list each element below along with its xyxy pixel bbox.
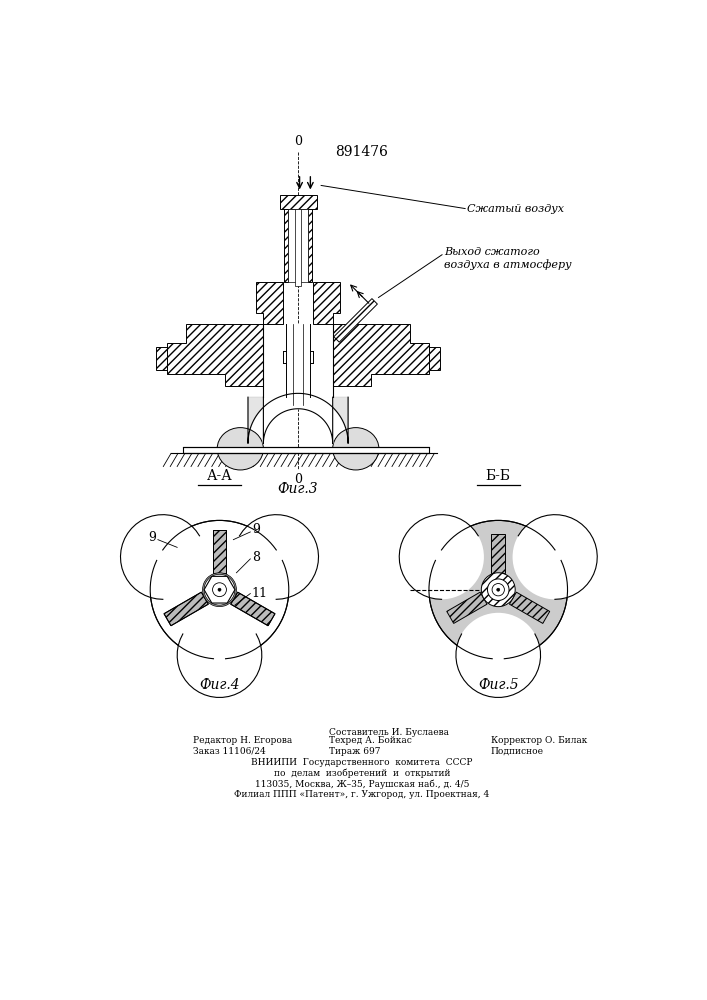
Circle shape bbox=[513, 515, 597, 599]
Text: 9: 9 bbox=[252, 523, 259, 536]
Circle shape bbox=[218, 588, 221, 591]
Polygon shape bbox=[447, 592, 487, 623]
Text: Выход сжатого
воздуха в атмосферу: Выход сжатого воздуха в атмосферу bbox=[444, 247, 572, 270]
Bar bbox=[288, 209, 308, 282]
Polygon shape bbox=[204, 576, 235, 603]
Polygon shape bbox=[491, 534, 506, 573]
Bar bbox=[279, 195, 317, 209]
Text: Редактор Н. Егорова: Редактор Н. Егорова bbox=[192, 736, 292, 745]
Polygon shape bbox=[248, 393, 348, 443]
Polygon shape bbox=[334, 299, 378, 342]
Text: 0: 0 bbox=[294, 135, 302, 148]
Bar bbox=[308, 209, 312, 282]
Polygon shape bbox=[164, 592, 209, 626]
Polygon shape bbox=[167, 324, 264, 386]
Circle shape bbox=[487, 579, 509, 600]
Text: 8: 8 bbox=[252, 551, 260, 564]
Bar bbox=[182, 447, 429, 453]
Polygon shape bbox=[230, 592, 275, 626]
Text: 11: 11 bbox=[252, 587, 268, 600]
Text: 113035, Москва, Ж–35, Раушская наб., д. 4/5: 113035, Москва, Ж–35, Раушская наб., д. … bbox=[255, 779, 469, 789]
Text: Заказ 11106/24: Заказ 11106/24 bbox=[192, 747, 265, 756]
Polygon shape bbox=[333, 324, 429, 386]
Circle shape bbox=[120, 515, 205, 599]
Circle shape bbox=[213, 583, 226, 597]
Ellipse shape bbox=[217, 428, 264, 470]
Text: Сжатый воздух: Сжатый воздух bbox=[467, 204, 564, 214]
Text: Филиал ППП «Патент», г. Ужгород, ул. Проектная, 4: Филиал ППП «Патент», г. Ужгород, ул. Про… bbox=[234, 790, 489, 799]
Text: Фиг.4: Фиг.4 bbox=[199, 678, 240, 692]
Circle shape bbox=[492, 584, 504, 596]
Circle shape bbox=[399, 515, 484, 599]
Ellipse shape bbox=[333, 428, 379, 470]
Circle shape bbox=[429, 520, 568, 659]
Text: Составитель И. Буслаева: Составитель И. Буслаева bbox=[329, 728, 449, 737]
Circle shape bbox=[177, 613, 262, 698]
Text: 9: 9 bbox=[148, 531, 156, 544]
Bar bbox=[295, 209, 301, 286]
Circle shape bbox=[234, 515, 319, 599]
Text: Подписное: Подписное bbox=[491, 747, 544, 756]
Polygon shape bbox=[264, 397, 333, 443]
Bar bbox=[264, 324, 333, 397]
Text: Техред А. Бойкас: Техред А. Бойкас bbox=[329, 736, 411, 745]
Text: А-А: А-А bbox=[206, 469, 233, 483]
Bar bbox=[429, 347, 440, 370]
Text: Тираж 697: Тираж 697 bbox=[329, 747, 380, 756]
Text: 891476: 891476 bbox=[336, 145, 388, 159]
Text: Фиг.3: Фиг.3 bbox=[278, 482, 318, 496]
Bar bbox=[284, 209, 288, 282]
Bar bbox=[156, 347, 167, 370]
Text: ВНИИПИ  Государственного  комитета  СССР: ВНИИПИ Государственного комитета СССР bbox=[251, 758, 473, 767]
Polygon shape bbox=[510, 592, 550, 623]
Circle shape bbox=[150, 520, 288, 659]
Circle shape bbox=[497, 588, 500, 591]
Text: по  делам  изобретений  и  открытий: по делам изобретений и открытий bbox=[274, 768, 450, 778]
Text: Б-Б: Б-Б bbox=[486, 469, 510, 483]
Text: 0: 0 bbox=[294, 473, 302, 486]
Polygon shape bbox=[256, 282, 283, 324]
Text: Корректор О. Билак: Корректор О. Билак bbox=[491, 736, 587, 745]
Circle shape bbox=[481, 573, 515, 607]
Polygon shape bbox=[313, 282, 340, 324]
Text: Фиг.5: Фиг.5 bbox=[478, 678, 518, 692]
Circle shape bbox=[456, 613, 541, 698]
Polygon shape bbox=[213, 530, 226, 573]
